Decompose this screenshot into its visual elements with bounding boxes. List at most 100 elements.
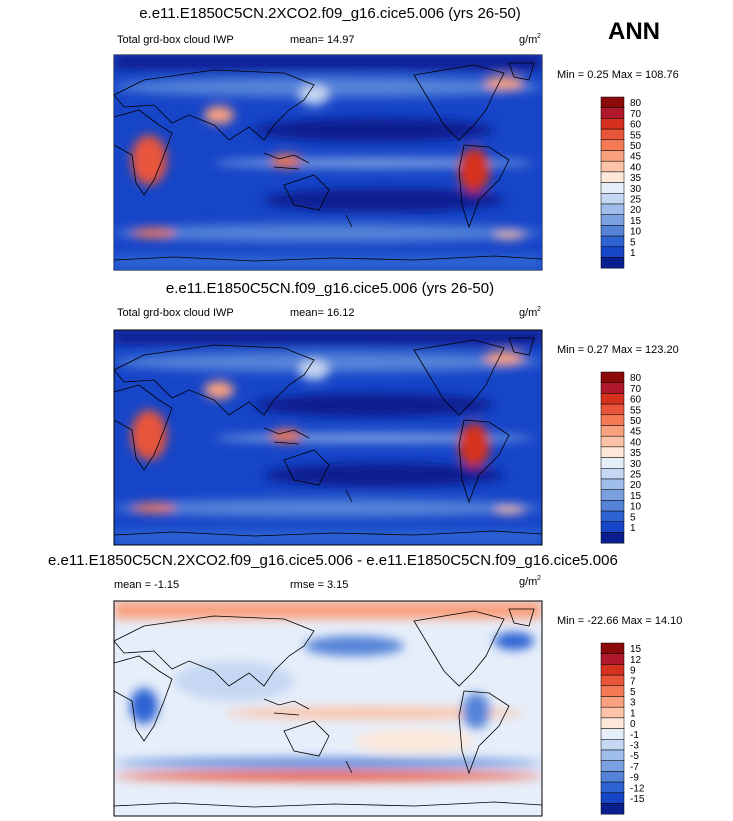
colorbar-label: 35 xyxy=(630,173,642,184)
colorbar-box xyxy=(600,214,625,226)
colorbar-label: 40 xyxy=(630,162,642,173)
panel-title: e.e11.E1850C5CN.f09_g16.cice5.006 (yrs 2… xyxy=(166,280,494,297)
field-label: mean = -1.15 xyxy=(114,579,179,591)
colorbar-box xyxy=(600,107,625,119)
colorbar-label: 40 xyxy=(630,437,642,448)
colorbar-label: 55 xyxy=(630,405,642,416)
colorbar-label: 25 xyxy=(630,195,642,206)
colorbar-box xyxy=(600,403,625,416)
colorbar-box xyxy=(600,171,625,183)
colorbar-box xyxy=(600,696,625,708)
units-power: 2 xyxy=(537,575,541,582)
field-label: Total grd-box cloud IWP xyxy=(117,307,234,319)
colorbar-label: 70 xyxy=(630,384,642,395)
min-max-label: Min = 0.25 Max = 108.76 xyxy=(557,69,679,81)
colorbar-label: -3 xyxy=(630,741,639,752)
colorbar-label: 20 xyxy=(630,480,642,491)
colorbar-label: 70 xyxy=(630,109,642,120)
colorbar-box xyxy=(600,771,625,783)
colorbar-box xyxy=(600,435,625,448)
colorbar-label: 50 xyxy=(630,416,642,427)
map-frame xyxy=(113,600,543,817)
colorbar-box xyxy=(600,664,625,676)
colorbar-label: 7 xyxy=(630,676,636,687)
units-power: 2 xyxy=(537,33,541,40)
colorbar-box xyxy=(600,500,625,512)
colorbar-label: 80 xyxy=(630,373,642,384)
colorbar-label: 45 xyxy=(630,152,642,163)
colorbar-label: 30 xyxy=(630,459,642,470)
colorbar-box xyxy=(600,728,625,740)
colorbar-box xyxy=(600,792,625,804)
colorbar-label: 55 xyxy=(630,130,642,141)
colorbar-label: 3 xyxy=(630,698,636,709)
stat-label: rmse = 3.15 xyxy=(290,579,348,591)
colorbar-label: -5 xyxy=(630,751,639,762)
min-max-label: Min = 0.27 Max = 123.20 xyxy=(557,344,679,356)
colorbar-label: 10 xyxy=(630,227,642,238)
colorbar-box xyxy=(600,803,625,815)
colorbar-box xyxy=(600,739,625,751)
colorbar-box xyxy=(600,257,625,269)
panel-title: e.e11.E1850C5CN.2XCO2.f09_g16.cice5.006 … xyxy=(139,5,521,22)
colorbar-label: 1 xyxy=(630,523,636,534)
colorbar-label: 12 xyxy=(630,655,642,666)
colorbar-label: 15 xyxy=(630,491,642,502)
map xyxy=(114,601,542,816)
colorbar-box xyxy=(600,532,625,544)
colorbar-label: 50 xyxy=(630,141,642,152)
stat-label: mean= 14.97 xyxy=(290,34,355,46)
colorbar-label: 60 xyxy=(630,120,642,131)
colorbar-box xyxy=(600,393,625,405)
colorbar-label: 15 xyxy=(630,644,642,655)
colorbar-box xyxy=(600,510,625,523)
panel-title: e.e11.E1850C5CN.2XCO2.f09_g16.cice5.006 … xyxy=(48,552,618,569)
colorbar-label: 1 xyxy=(630,248,636,259)
colorbar-box xyxy=(600,717,625,729)
colorbar-label: 15 xyxy=(630,216,642,227)
colorbar-box xyxy=(600,489,625,501)
units-power: 2 xyxy=(537,306,541,313)
colorbar-label: 60 xyxy=(630,395,642,406)
colorbar-box xyxy=(600,685,625,697)
colorbar-box xyxy=(600,760,625,772)
units-label: g/m xyxy=(519,34,537,46)
season-label: ANN xyxy=(608,18,660,45)
colorbar-label: 10 xyxy=(630,502,642,513)
colorbar-box xyxy=(600,235,625,248)
units-label: g/m xyxy=(519,576,537,588)
colorbar-box xyxy=(600,446,625,458)
colorbar-label: 25 xyxy=(630,470,642,481)
colorbar-box xyxy=(600,118,625,130)
colorbar-box xyxy=(600,225,625,237)
colorbar-label: 5 xyxy=(630,237,636,248)
colorbar-label: -7 xyxy=(630,762,639,773)
map xyxy=(114,330,542,545)
units-label: g/m xyxy=(519,307,537,319)
colorbar-label: -9 xyxy=(630,773,639,784)
colorbar-label: 1 xyxy=(630,708,636,719)
colorbar-box xyxy=(600,371,625,383)
colorbar-box xyxy=(600,478,625,490)
colorbar-label: -1 xyxy=(630,730,639,741)
colorbar-box xyxy=(600,457,625,469)
colorbar-label: 30 xyxy=(630,184,642,195)
colorbar-label: 5 xyxy=(630,687,636,698)
colorbar-label: 35 xyxy=(630,448,642,459)
colorbar-box xyxy=(600,781,625,794)
colorbar-box xyxy=(600,193,625,205)
colorbar-label: -15 xyxy=(630,794,645,805)
map-frame xyxy=(113,329,543,546)
colorbar-box xyxy=(600,521,625,533)
colorbar-box xyxy=(600,139,625,151)
colorbar-box xyxy=(600,203,625,215)
colorbar-label: 0 xyxy=(630,719,636,730)
colorbar-box xyxy=(600,246,625,258)
min-max-label: Min = -22.66 Max = 14.10 xyxy=(557,615,682,627)
colorbar-box xyxy=(600,642,625,654)
map xyxy=(114,55,542,270)
colorbar-box xyxy=(600,468,625,480)
colorbar-label: 80 xyxy=(630,98,642,109)
colorbar-box xyxy=(600,425,625,437)
